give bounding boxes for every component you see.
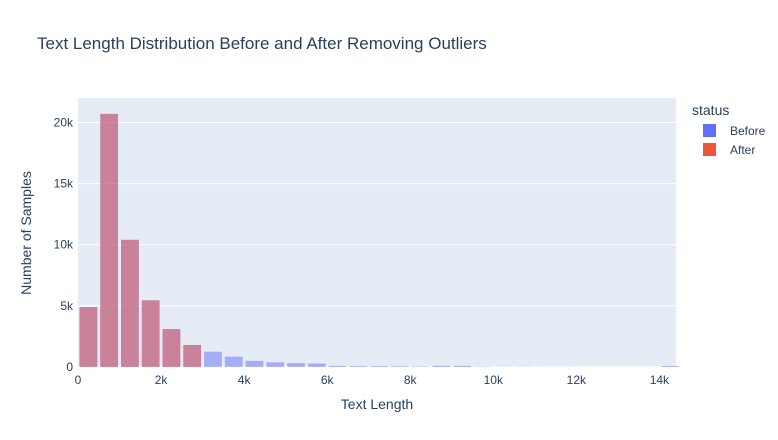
x-tick-label: 10k xyxy=(484,373,504,387)
bar-after[interactable] xyxy=(183,344,202,367)
x-axis-title: Text Length xyxy=(341,396,413,412)
bar-before[interactable] xyxy=(266,362,285,367)
legend-swatch-before xyxy=(703,124,716,137)
legend-title: status xyxy=(692,102,729,118)
x-tick-label: 8k xyxy=(404,373,418,387)
legend-label-before: Before xyxy=(730,124,766,138)
y-axis-ticks: 0 5k 10k 15k 20k xyxy=(54,115,74,374)
legend-label-after: After xyxy=(730,143,755,157)
y-axis-title: Number of Samples xyxy=(18,171,34,295)
bar-before[interactable] xyxy=(349,366,368,367)
bars xyxy=(79,113,679,368)
x-tick-label: 12k xyxy=(567,373,587,387)
y-tick-label: 15k xyxy=(54,177,74,191)
legend-item-before[interactable]: Before xyxy=(703,124,766,138)
bar-before[interactable] xyxy=(204,351,222,367)
x-tick-label: 4k xyxy=(238,373,252,387)
x-tick-label: 6k xyxy=(321,373,335,387)
bar-before[interactable] xyxy=(660,366,679,367)
x-tick-label: 2k xyxy=(155,373,169,387)
bar-after[interactable] xyxy=(79,307,98,367)
y-tick-label: 10k xyxy=(54,238,74,252)
bar-after[interactable] xyxy=(121,239,139,367)
bar-after[interactable] xyxy=(141,300,160,367)
y-tick-label: 5k xyxy=(60,299,74,313)
bar-before[interactable] xyxy=(370,366,388,367)
bar-after[interactable] xyxy=(162,329,181,367)
bar-before[interactable] xyxy=(328,365,347,367)
chart-title: Text Length Distribution Before and Afte… xyxy=(37,34,487,53)
bar-before[interactable] xyxy=(224,356,243,367)
x-tick-label: 0 xyxy=(75,373,82,387)
bar-after[interactable] xyxy=(100,113,119,368)
legend-swatch-after xyxy=(703,143,716,156)
x-axis-ticks: 0 2k 4k 6k 8k 10k 12k 14k xyxy=(75,373,670,387)
bar-before[interactable] xyxy=(432,365,451,367)
bar-before[interactable] xyxy=(245,360,264,367)
y-tick-label: 0 xyxy=(66,360,73,374)
bar-before[interactable] xyxy=(453,365,472,367)
bar-before[interactable] xyxy=(307,363,326,367)
y-tick-label: 20k xyxy=(54,115,74,129)
plot-area xyxy=(78,98,676,367)
bar-before[interactable] xyxy=(390,366,409,367)
legend: status Before After xyxy=(692,102,766,157)
x-tick-label: 14k xyxy=(650,373,670,387)
bar-before[interactable] xyxy=(287,363,305,367)
legend-item-after[interactable]: After xyxy=(703,143,755,157)
